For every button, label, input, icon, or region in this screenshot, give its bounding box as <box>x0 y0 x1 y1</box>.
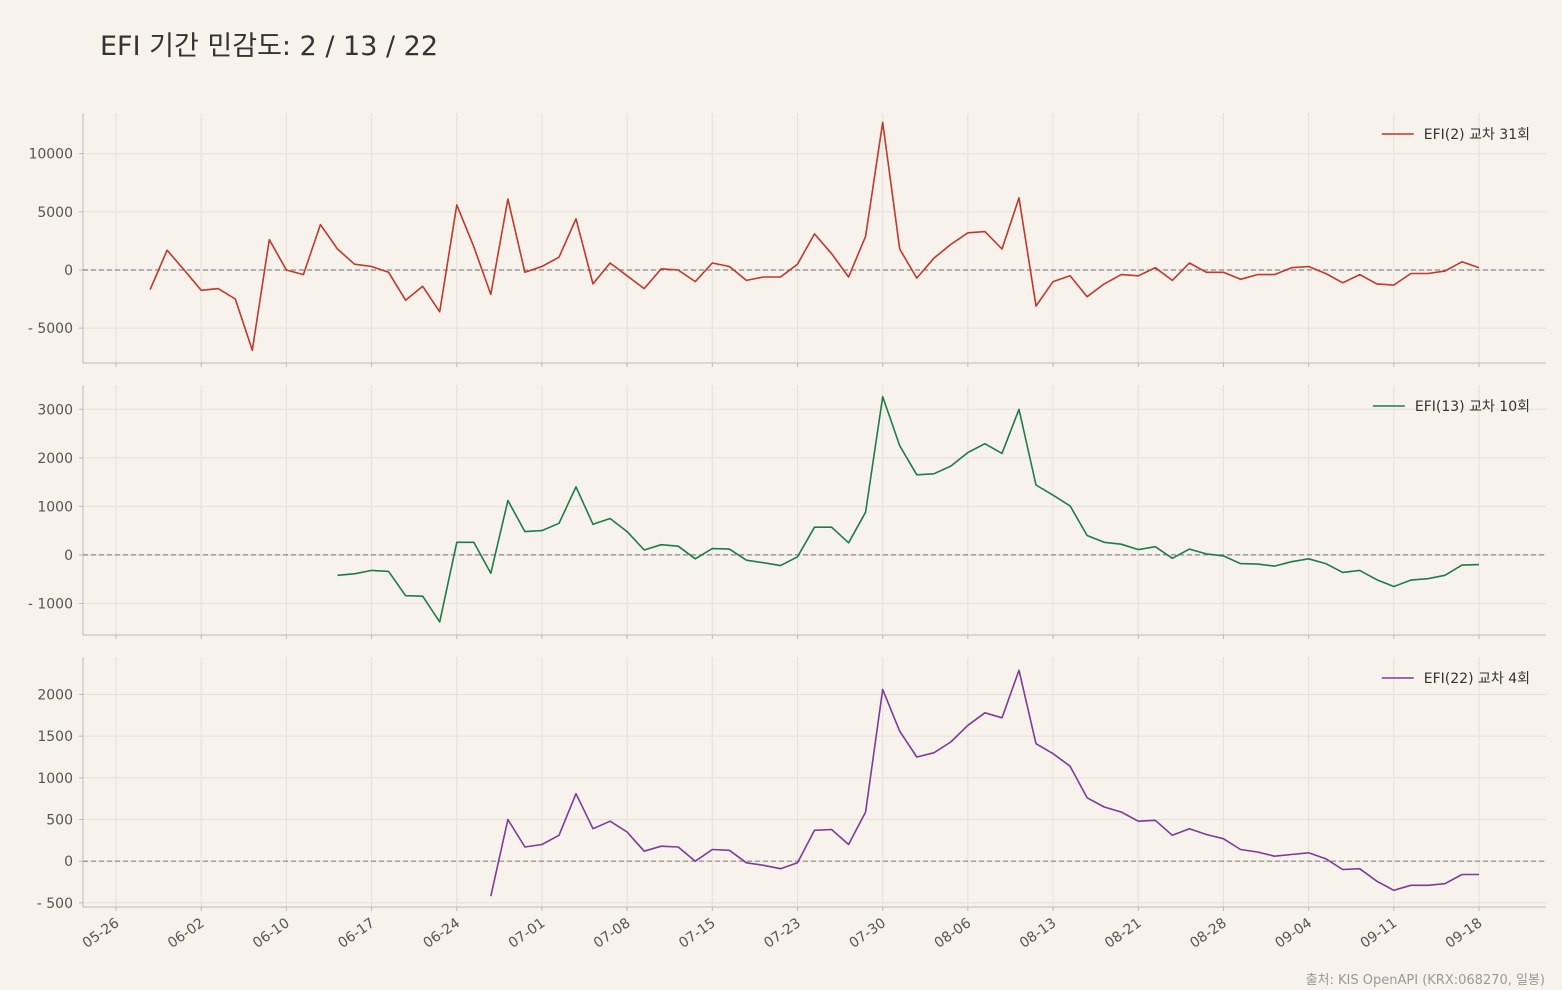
x-tick-label: 06-24 <box>421 915 464 951</box>
y-tick-label: 2000 <box>37 688 73 704</box>
panel-1: - 5000 0 5000 10000 EFI(2) 교차 31회 <box>28 113 1546 367</box>
x-tick-label: 09-18 <box>1443 915 1486 951</box>
y-tick-label: 10000 <box>28 147 73 163</box>
x-tick-label: 08-21 <box>1102 915 1145 951</box>
y-tick-label: 3000 <box>37 402 73 418</box>
x-tick-label: 08-28 <box>1187 915 1230 951</box>
panel-2: - 1000 0 1000 2000 3000 EFI(13) 교차 10회 <box>28 385 1546 639</box>
x-tick-label: 09-04 <box>1272 915 1315 951</box>
x-tick-label: 07-08 <box>591 915 634 951</box>
x-tick-label: 06-17 <box>335 915 378 951</box>
x-tick-label: 08-13 <box>1017 915 1060 951</box>
x-tick-label: 06-02 <box>165 915 208 951</box>
y-tick-label: 1000 <box>37 499 73 515</box>
y-tick-label: 2000 <box>37 451 73 467</box>
series-line-3 <box>490 669 1479 897</box>
y-tick-label: 1500 <box>37 729 73 745</box>
x-axis-ticks: 05-26 06-02 06-10 06-17 06-24 07-01 07-08 07-15… <box>80 915 1486 951</box>
y-tick-label: 5000 <box>37 205 73 221</box>
x-tick-label: 09-11 <box>1358 915 1401 951</box>
x-tick-label: 07-01 <box>506 915 549 951</box>
y-tick-label: 0 <box>64 263 73 279</box>
y-tick-label: 0 <box>64 548 73 564</box>
x-tick-label: 05-26 <box>80 915 123 951</box>
y-tick-label: - 1000 <box>28 596 73 612</box>
x-tick-label: 06-10 <box>250 915 293 951</box>
y-tick-label: - 500 <box>37 896 73 912</box>
x-tick-label: 07-30 <box>846 915 889 951</box>
series-line-2 <box>337 395 1480 623</box>
legend-label: EFI(13) 교차 10회 <box>1415 399 1530 415</box>
x-tick-label: 08-06 <box>932 915 975 951</box>
chart-title: EFI 기간 민감도: 2 / 13 / 22 <box>100 31 439 62</box>
y-tick-label: 0 <box>64 854 73 870</box>
x-tick-label: 07-15 <box>676 915 719 951</box>
y-tick-label: - 5000 <box>28 321 73 337</box>
legend-label: EFI(2) 교차 31회 <box>1424 127 1530 143</box>
y-tick-label: 1000 <box>37 771 73 787</box>
y-tick-label: 500 <box>46 813 73 829</box>
legend-label: EFI(22) 교차 4회 <box>1424 671 1530 687</box>
x-tick-label: 07-23 <box>761 915 804 951</box>
source-note: 출처: KIS OpenAPI (KRX:068270, 일봉) <box>1305 973 1545 988</box>
panel-3: - 500 0 500 1000 1500 2000 EFI(22) 교차 4회 <box>37 657 1546 912</box>
series-line-1 <box>149 121 1480 352</box>
